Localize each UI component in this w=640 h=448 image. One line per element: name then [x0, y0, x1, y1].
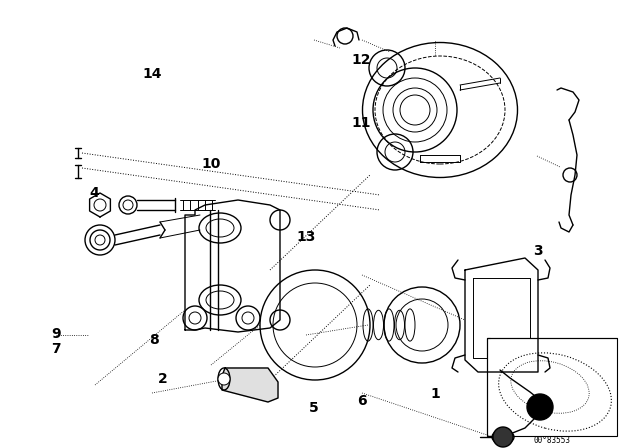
- Polygon shape: [465, 258, 538, 372]
- Text: 5: 5: [308, 401, 319, 415]
- Text: 3: 3: [532, 244, 543, 258]
- Polygon shape: [473, 278, 530, 358]
- Text: 4: 4: [90, 185, 100, 200]
- Circle shape: [527, 394, 553, 420]
- Bar: [487, 338, 617, 436]
- Text: 11: 11: [352, 116, 371, 130]
- Text: 9: 9: [51, 327, 61, 341]
- Text: 12: 12: [352, 53, 371, 68]
- Text: 13: 13: [296, 230, 316, 245]
- Circle shape: [218, 373, 230, 385]
- Text: 7: 7: [51, 342, 61, 357]
- Text: 6: 6: [356, 394, 367, 408]
- Text: 1: 1: [430, 387, 440, 401]
- Polygon shape: [222, 368, 278, 402]
- Text: 10: 10: [202, 156, 221, 171]
- Polygon shape: [90, 193, 110, 217]
- Polygon shape: [185, 200, 280, 332]
- Text: 00°83553: 00°83553: [534, 435, 570, 444]
- Text: 8: 8: [148, 333, 159, 348]
- Circle shape: [493, 427, 513, 447]
- Text: 2: 2: [158, 371, 168, 386]
- Text: 14: 14: [143, 67, 162, 81]
